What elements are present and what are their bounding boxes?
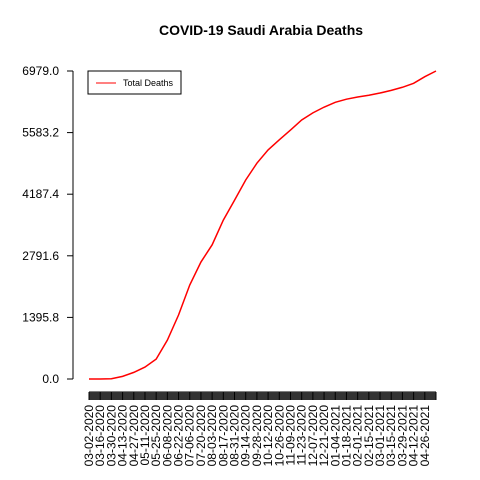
x-tick-band	[89, 392, 436, 400]
x-tick-label: 09-14-2020	[239, 405, 253, 467]
x-tick-label: 02-15-2021	[362, 405, 376, 467]
y-tick-label: 1395.8	[22, 310, 59, 324]
x-tick-label: 08-17-2020	[216, 405, 230, 467]
x-tick-label: 07-06-2020	[183, 405, 197, 467]
x-tick-label: 03-16-2020	[93, 405, 107, 467]
x-tick-label: 03-29-2021	[395, 405, 409, 467]
x-tick-label: 11-09-2020	[283, 405, 297, 466]
x-tick-label: 01-18-2021	[339, 405, 353, 467]
x-tick-label: 03-01-2021	[373, 405, 387, 467]
x-tick-label: 03-15-2021	[384, 405, 398, 467]
x-tick-label: 10-26-2020	[272, 405, 286, 467]
x-tick-label: 03-02-2020	[82, 405, 96, 467]
x-tick-label: 12-21-2020	[317, 405, 331, 467]
x-tick-label: 04-27-2020	[127, 405, 141, 467]
y-tick-label: 4187.4	[22, 187, 59, 201]
data-line	[89, 70, 437, 380]
legend-label: Total Deaths	[123, 78, 174, 88]
x-tick-label: 04-26-2021	[418, 405, 432, 467]
x-tick-label: 12-07-2020	[306, 405, 320, 467]
x-tick-label: 08-31-2020	[228, 405, 242, 467]
x-tick-label: 01-04-2021	[328, 405, 342, 467]
chart-title: COVID-19 Saudi Arabia Deaths	[159, 22, 363, 38]
y-tick-label: 5583.2	[22, 126, 59, 140]
x-tick-label: 02-01-2021	[351, 405, 365, 467]
x-tick-label: 06-08-2020	[160, 405, 174, 467]
x-tick-label: 04-13-2020	[116, 405, 130, 467]
y-tick-label: 6979.0	[22, 64, 59, 78]
x-tick-label: 05-11-2020	[138, 405, 152, 466]
x-tick-label: 07-20-2020	[194, 405, 208, 467]
x-tick-label: 08-03-2020	[205, 405, 219, 467]
x-tick-label: 11-23-2020	[295, 405, 309, 466]
x-tick-label: 05-25-2020	[149, 405, 163, 467]
legend-box	[87, 70, 182, 95]
y-tick-label: 2791.6	[22, 249, 59, 263]
x-tick-label: 04-12-2021	[407, 405, 421, 467]
x-tick-label: 03-30-2020	[104, 405, 118, 467]
x-tick-label: 06-22-2020	[172, 405, 186, 467]
x-tick-label: 09-28-2020	[250, 405, 264, 467]
y-tick-label: 0.0	[42, 372, 59, 386]
x-tick-label: 10-12-2020	[261, 405, 275, 467]
